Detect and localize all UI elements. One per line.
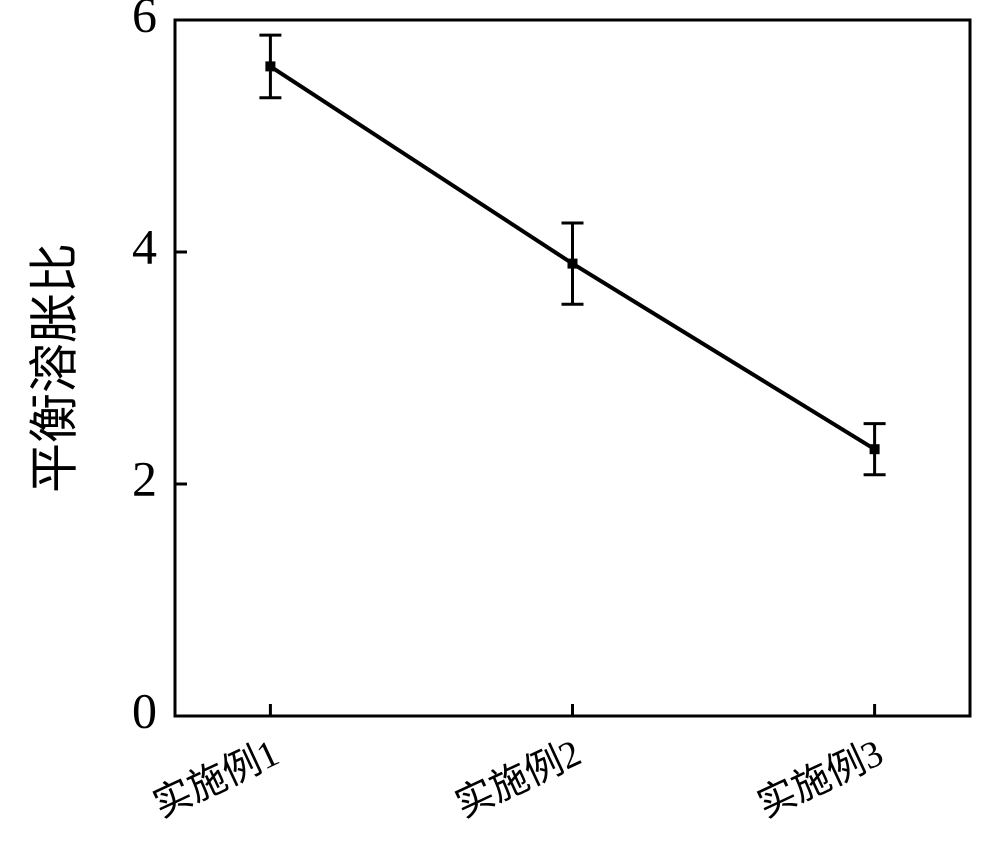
y-axis-label: 平衡溶胀比 (26, 243, 82, 493)
chart-container: 0246平衡溶胀比实施例1实施例2实施例3 (0, 0, 1000, 859)
data-marker (870, 444, 880, 454)
data-marker (265, 61, 275, 71)
chart-svg: 0246平衡溶胀比实施例1实施例2实施例3 (0, 0, 1000, 859)
data-marker (568, 259, 578, 269)
y-tick-label: 4 (132, 218, 157, 274)
y-tick-label: 2 (132, 450, 157, 506)
y-tick-label: 6 (132, 0, 157, 42)
y-tick-label: 0 (132, 682, 157, 738)
